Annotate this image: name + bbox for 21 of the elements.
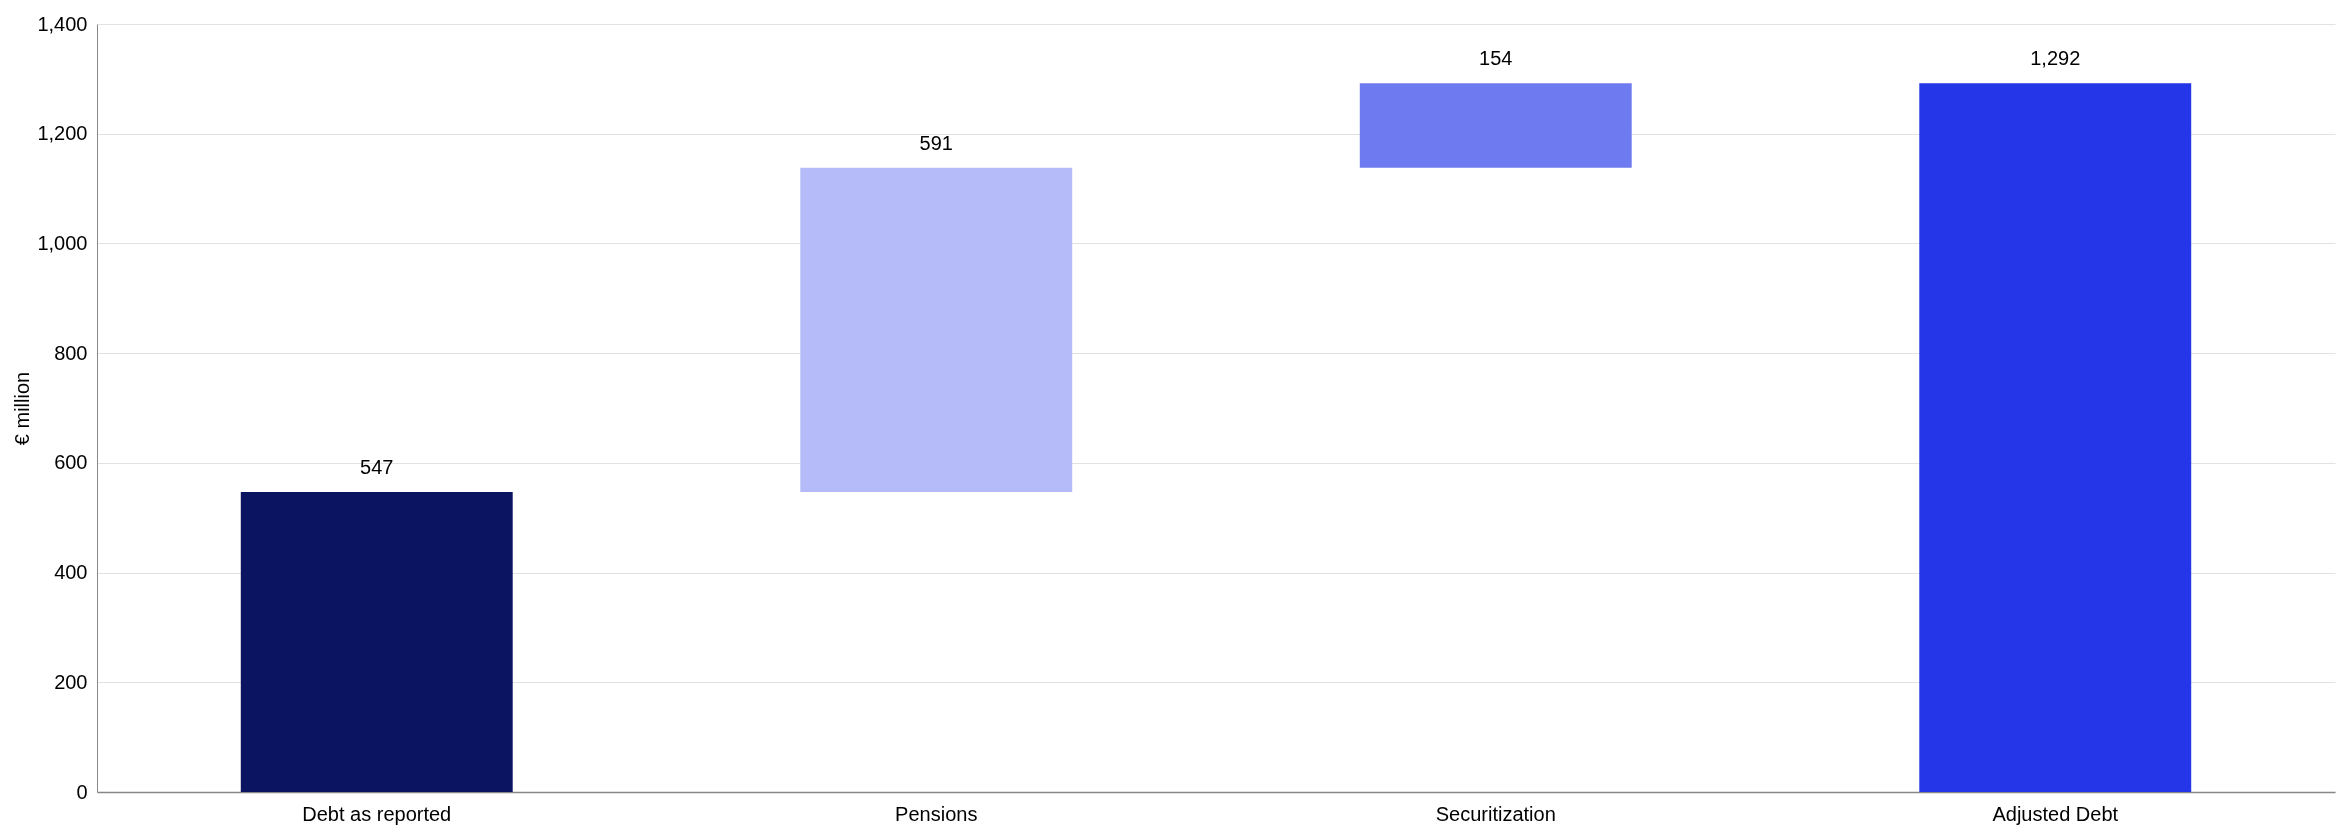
- y-tick-label: 1,000: [37, 231, 88, 254]
- bar: [240, 491, 513, 792]
- x-tick-label: Securitization: [1435, 802, 1556, 825]
- y-tick-label: 1,200: [37, 122, 88, 145]
- data-label: 547: [360, 455, 394, 478]
- y-tick-label: 200: [54, 670, 88, 693]
- bar: [1359, 83, 1632, 168]
- bar: [800, 167, 1073, 492]
- x-tick-label: Pensions: [895, 802, 978, 825]
- y-tick-label: 400: [54, 561, 88, 584]
- y-axis-title: € million: [11, 371, 34, 446]
- data-label: 154: [1479, 47, 1513, 70]
- x-tick-label: Debt as reported: [302, 802, 452, 825]
- data-label: 591: [919, 131, 953, 154]
- y-tick-label: 1,400: [37, 12, 88, 35]
- data-label: 1,292: [2030, 47, 2081, 70]
- y-tick-label: 800: [54, 341, 88, 364]
- y-tick-label: 0: [76, 780, 88, 803]
- y-tick-label: 600: [54, 451, 88, 474]
- x-tick-label: Adjusted Debt: [1992, 802, 2119, 825]
- bar: [1919, 83, 2192, 792]
